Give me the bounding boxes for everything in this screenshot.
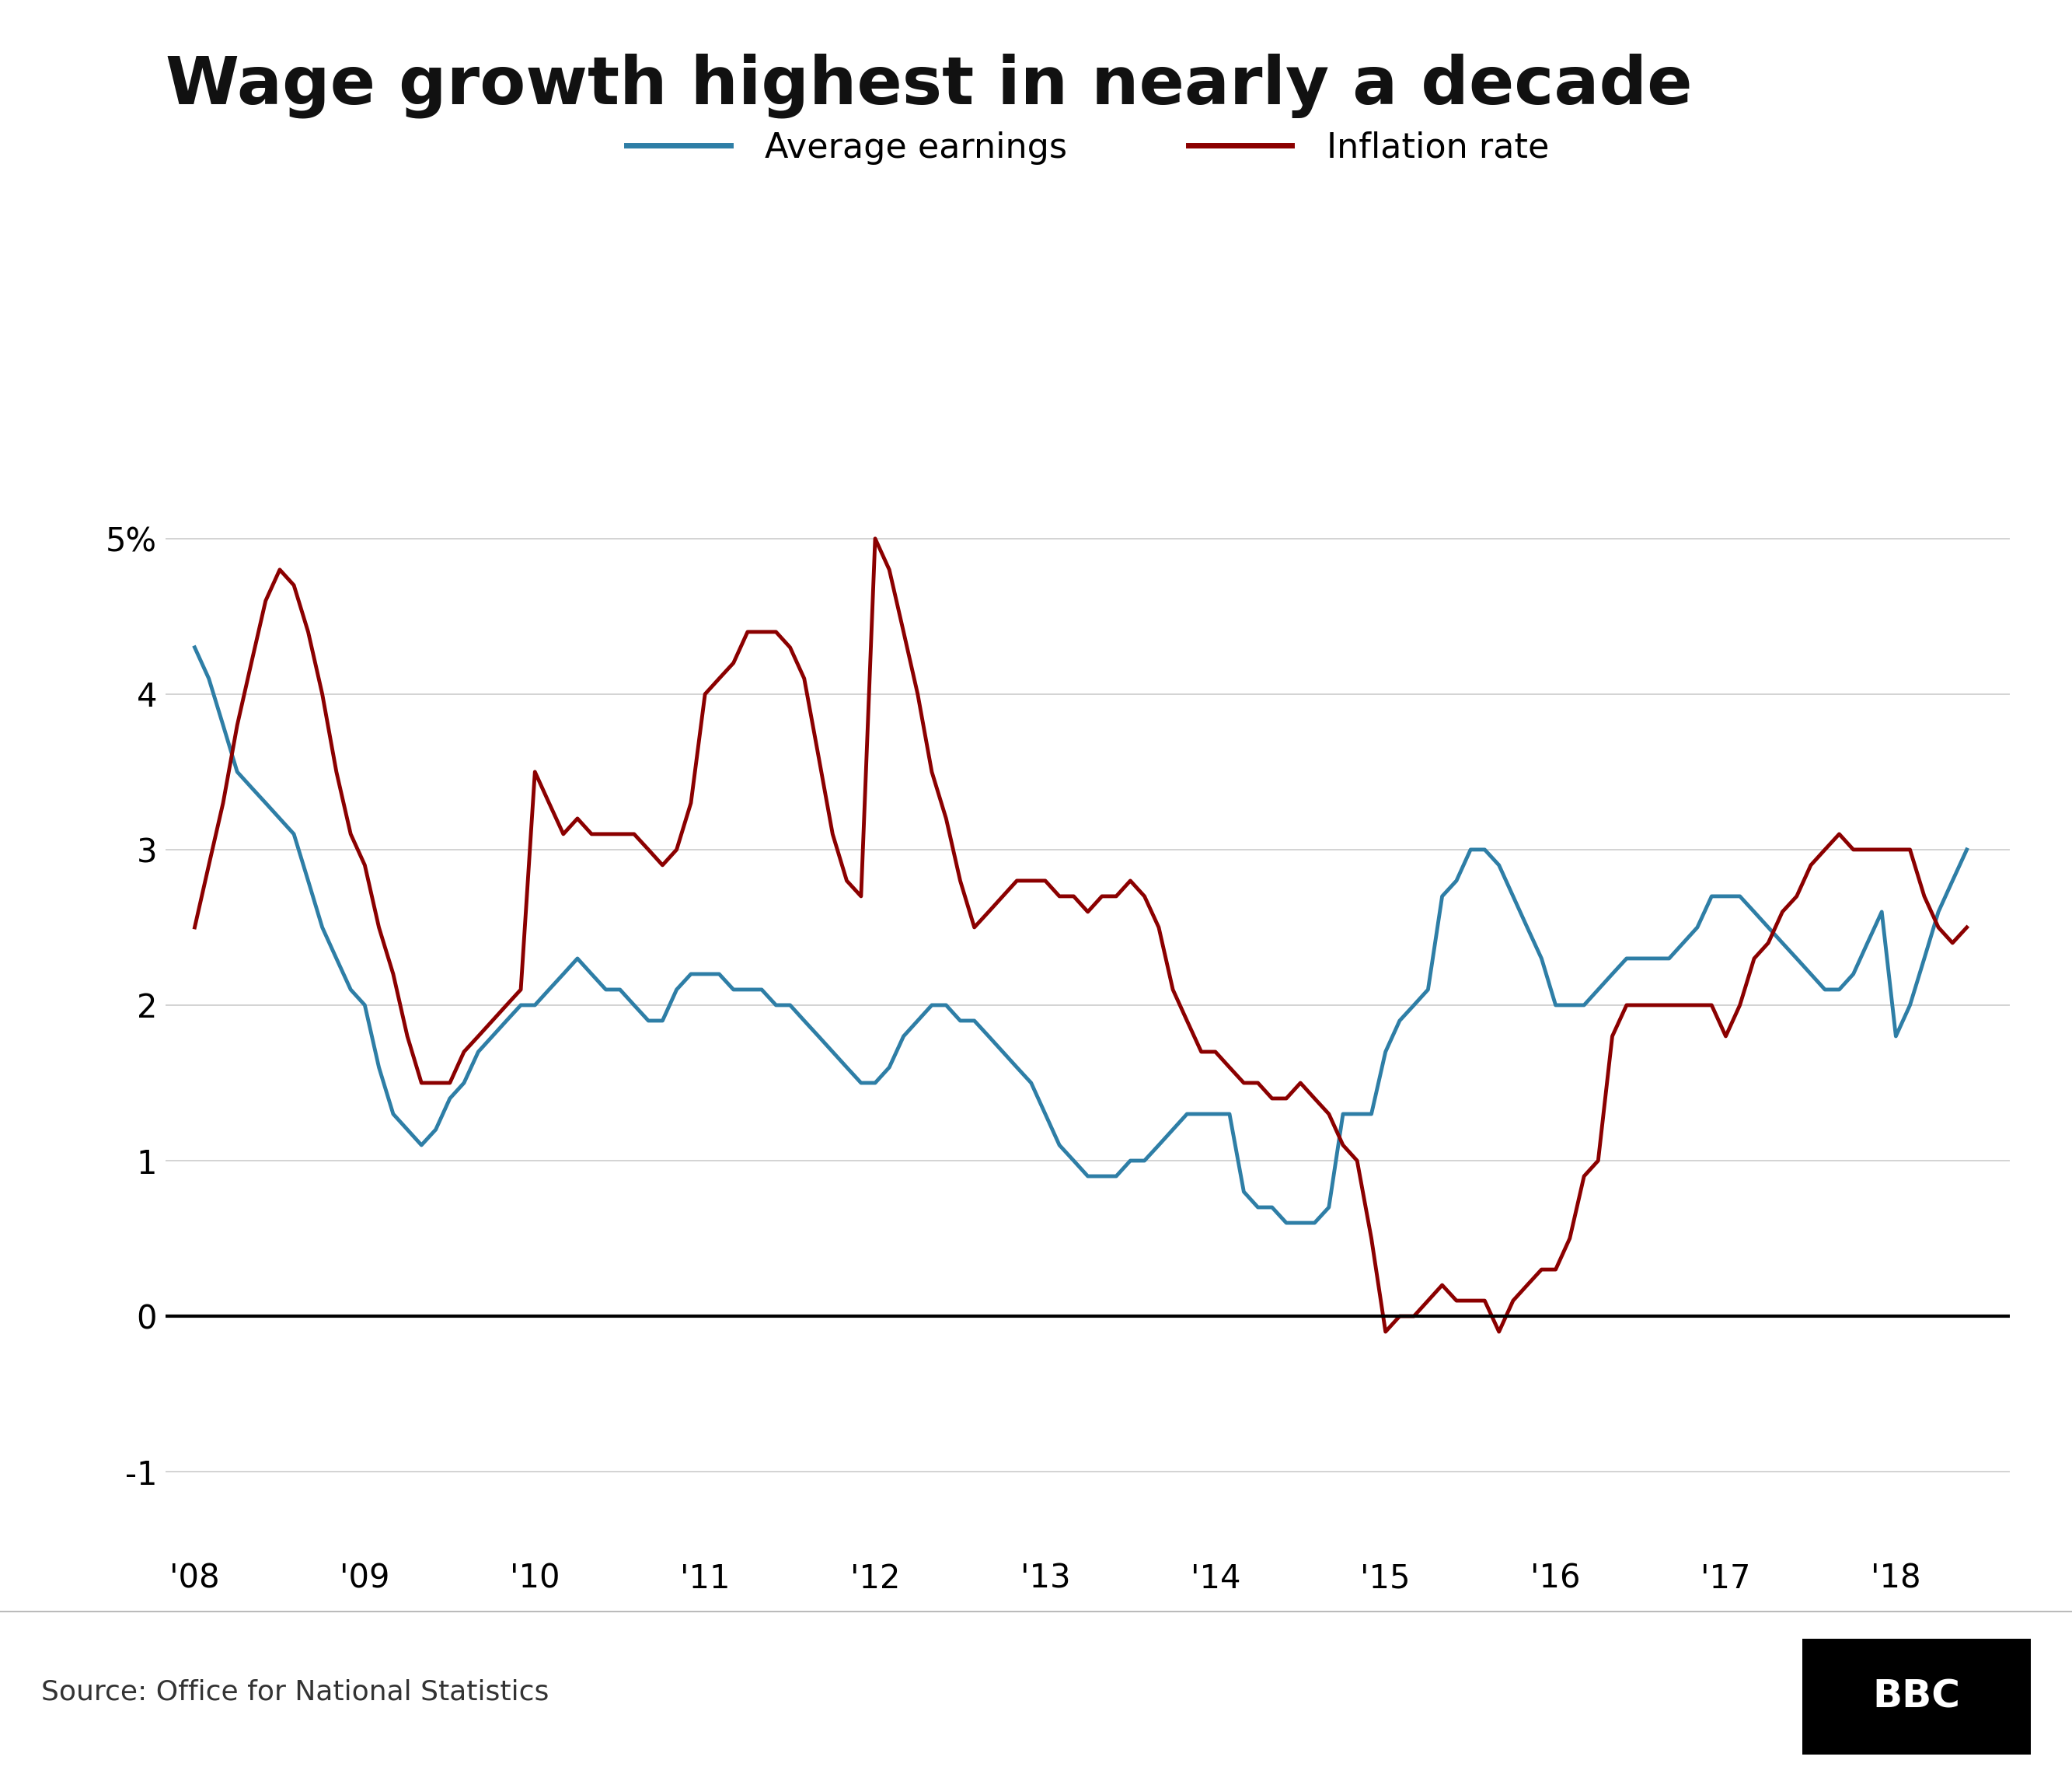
Legend: Average earnings, Inflation rate: Average earnings, Inflation rate	[626, 132, 1550, 164]
Text: Wage growth highest in nearly a decade: Wage growth highest in nearly a decade	[166, 53, 1693, 118]
Text: Source: Office for National Statistics: Source: Office for National Statistics	[41, 1679, 549, 1704]
Text: BBC: BBC	[1873, 1678, 1960, 1715]
